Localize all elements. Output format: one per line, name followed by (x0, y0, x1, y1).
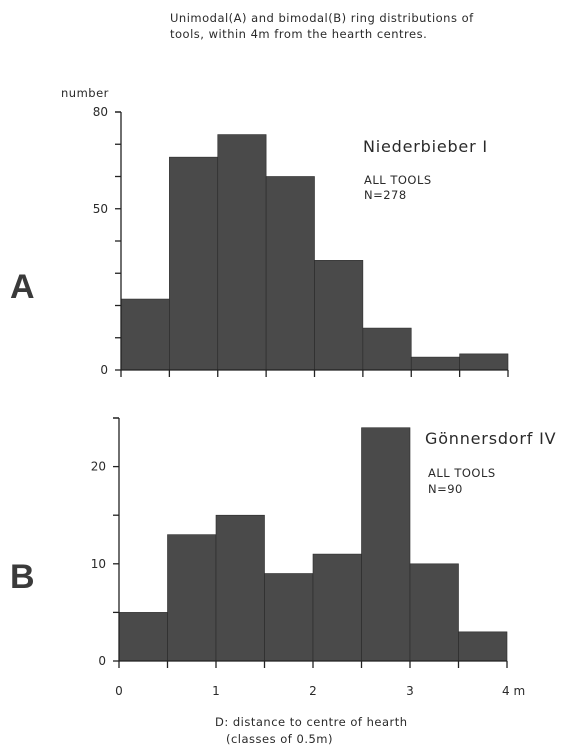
histogram-bar (264, 573, 314, 662)
panel-a-ylabel: number (61, 86, 109, 100)
panel-b-site: Gönnersdorf IV (425, 429, 556, 448)
histogram-bar (118, 612, 168, 662)
panel-a-subtitle-line2: N=278 (364, 188, 407, 202)
figure-title-line1: Unimodal(A) and bimodal(B) ring distribu… (170, 11, 474, 25)
panel-b-subtitle-line1: ALL TOOLS (428, 466, 496, 480)
y-tick-label: 0 (98, 654, 106, 668)
histogram-bar (312, 553, 362, 662)
histogram-bar (314, 260, 364, 371)
x-tick-label: 1 (212, 684, 220, 698)
histogram-bar (458, 631, 508, 662)
panel-a-letter: A (10, 268, 35, 306)
panel-b-chart: 0 10 20 0 1 2 3 4 m (91, 417, 525, 698)
x-tick-label: 3 (406, 684, 414, 698)
panel-a-chart: 0 50 80 (93, 105, 509, 377)
x-tick-label: 0 (115, 684, 123, 698)
panel-b-subtitle-line2: N=90 (428, 482, 463, 496)
histogram-bar (167, 534, 217, 662)
histogram-bar (217, 134, 267, 371)
panel-b-letter: B (10, 558, 35, 596)
y-tick-label: 0 (100, 363, 108, 377)
histogram-bar (459, 353, 509, 371)
x-axis-label-line1: D: distance to centre of hearth (215, 715, 408, 729)
y-tick-label: 50 (93, 202, 108, 216)
panel-a-subtitle-line1: ALL TOOLS (364, 173, 432, 187)
x-tick-label: 4 m (502, 684, 525, 698)
histogram-bar (265, 176, 315, 371)
histogram-bar (215, 514, 265, 662)
histogram-bar (362, 327, 412, 371)
histogram-bar (169, 156, 219, 371)
histogram-bar (409, 563, 459, 662)
histogram-bar (361, 427, 411, 662)
histogram-bar (120, 298, 170, 371)
x-axis-label-line2: (classes of 0.5m) (226, 732, 333, 746)
panel-a-site: Niederbieber I (363, 137, 488, 156)
y-tick-label: 10 (91, 557, 106, 571)
y-tick-label: 20 (91, 460, 106, 474)
figure-title-line2: tools, within 4m from the hearth centres… (170, 27, 427, 41)
y-tick-label: 80 (93, 105, 108, 119)
x-tick-label: 2 (309, 684, 317, 698)
histogram-bar (410, 356, 460, 371)
